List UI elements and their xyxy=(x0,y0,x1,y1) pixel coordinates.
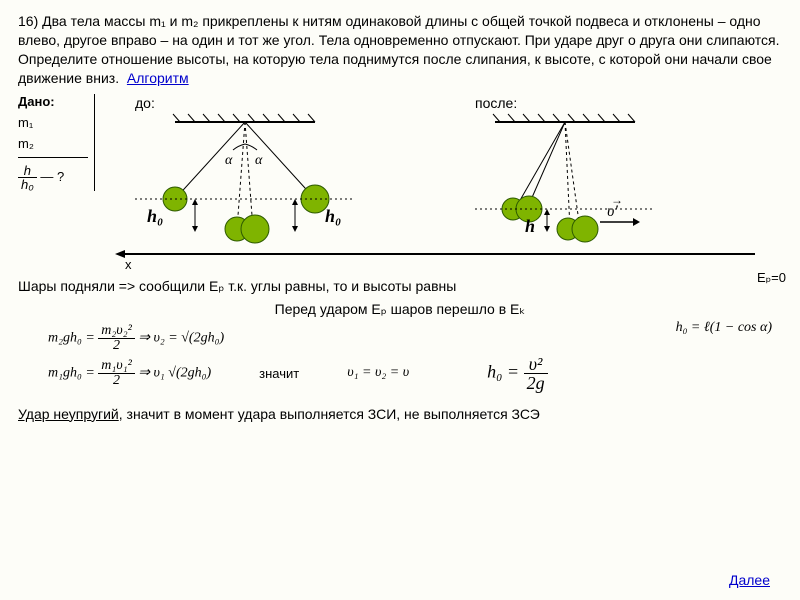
eq-energy-1: m₁gh₀ = m₁υ₁²2 ⇒ υ₁ √(2gh₀) xyxy=(48,359,211,388)
ceiling-after xyxy=(493,114,635,122)
diagram: до: после: xyxy=(95,94,782,272)
ball-after-low2 xyxy=(572,216,598,242)
given-m1: m₁ xyxy=(18,115,88,130)
next-link[interactable]: Далее xyxy=(729,572,770,588)
eq-h0f-lhs: h₀ = xyxy=(487,361,519,381)
given-m2: m₂ xyxy=(18,136,88,151)
eq-e2-den: 2 xyxy=(98,374,134,388)
eq-v-equal: υ₁ = υ₂ = υ xyxy=(347,365,409,381)
ratio-frac: h h₀ xyxy=(18,164,37,191)
ball-before-bottom2 xyxy=(241,215,269,243)
h0-label-right: h₀ xyxy=(325,206,341,226)
ep-zero: Eₚ=0 xyxy=(757,270,786,286)
x-axis-arrow xyxy=(115,250,125,258)
x-label: x xyxy=(125,257,132,269)
eq-h0-cos: h₀ = ℓ(1 − cos α) xyxy=(676,320,772,336)
inelastic-line: Удар неупругий, значит в момент удара вы… xyxy=(18,406,782,422)
znachit: значит xyxy=(259,366,299,381)
vprime-arrow xyxy=(600,218,640,226)
ratio-qmark: — ? xyxy=(40,169,64,184)
alpha-right: α xyxy=(255,153,263,168)
inelastic-rest: , значит в момент удара выполняется ЗСИ,… xyxy=(119,406,540,422)
label-after: после: xyxy=(475,95,517,111)
eq-e1-rhs: ⇒ υ₂ = √(2gh₀) xyxy=(138,330,224,345)
h0-label-left: h₀ xyxy=(147,206,163,226)
vprime-vec: → xyxy=(611,193,623,207)
problem-text: 16) Два тела массы m₁ и m₂ прикреплены к… xyxy=(18,12,782,88)
eq-e1-num: m₂υ₂² xyxy=(98,324,134,339)
h-arrow xyxy=(544,209,550,232)
label-before: до: xyxy=(135,95,155,111)
ceiling-before xyxy=(173,114,315,122)
eq-e2-rhs: ⇒ υ₁ √(2gh₀) xyxy=(138,365,211,380)
eq-energy-2: m₂gh₀ = m₂υ₂²2 ⇒ υ₂ = √(2gh₀) xyxy=(48,324,224,353)
eq-h0f-den: 2g xyxy=(524,374,548,392)
h0-right xyxy=(292,199,298,232)
h0-left xyxy=(192,199,198,232)
h-label: h xyxy=(525,216,535,236)
eq-e1-den: 2 xyxy=(98,339,134,353)
before-strings xyxy=(175,122,315,229)
given-title: Дано: xyxy=(18,94,88,109)
eq-e2-num: m₁υ₁² xyxy=(98,359,134,374)
ratio-num: h xyxy=(18,164,37,178)
eq-h0f-num: υ² xyxy=(524,355,548,374)
eq-e1-lhs: m₂gh₀ = xyxy=(48,330,95,345)
problem-number: 16) xyxy=(18,13,38,29)
eq-e2-lhs: m₁gh₀ = xyxy=(48,365,95,380)
ratio-den: h₀ xyxy=(18,178,37,191)
eq-h0-final: h₀ = υ²2g xyxy=(487,355,547,392)
given-block: Дано: m₁ m₂ h h₀ — ? xyxy=(18,94,95,191)
alpha-left: α xyxy=(225,153,233,168)
inelastic-underline: Удар неупругий xyxy=(18,406,119,422)
algorithm-link[interactable]: Алгоритм xyxy=(127,70,189,86)
explain-line1: Шары подняли => сообщили Eₚ т.к. углы ра… xyxy=(18,278,782,295)
explain-line2: Перед ударом Eₚ шаров перешло в Eₖ xyxy=(18,301,782,318)
